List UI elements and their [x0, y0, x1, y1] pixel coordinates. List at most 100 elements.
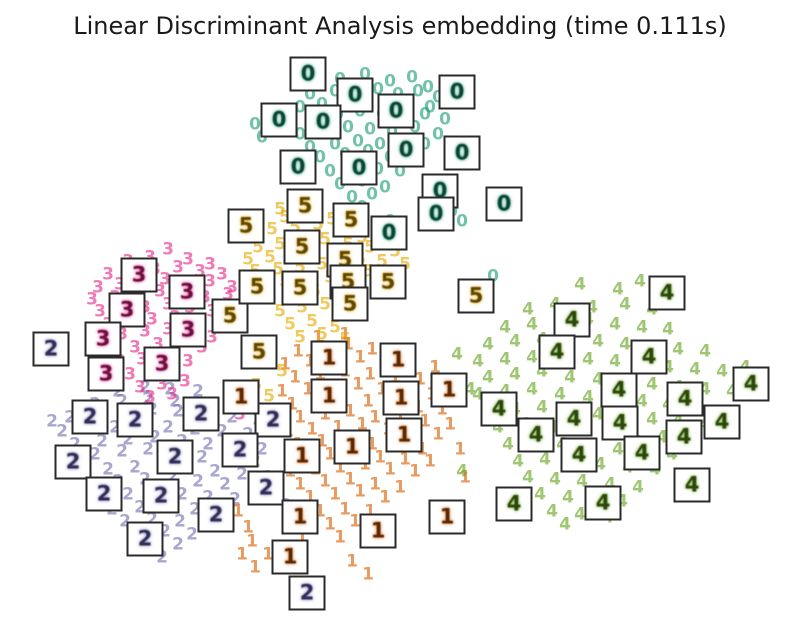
digit-glyph-5: 5	[316, 324, 328, 345]
digit-glyph-4: 4	[456, 461, 468, 482]
digit-thumbnail-box: 5	[281, 270, 319, 306]
digit-glyph-4: 4	[609, 314, 621, 335]
digit-thumbnail-glyph: 2	[258, 475, 274, 500]
digit-glyph-1: 1	[344, 401, 356, 422]
digit-thumbnail-glyph: 2	[167, 444, 183, 469]
digit-glyph-4: 4	[499, 317, 511, 338]
digit-thumbnail-box: 1	[385, 417, 423, 453]
digit-thumbnail-box: 3	[169, 312, 207, 348]
digit-glyph-3: 3	[182, 351, 194, 372]
digit-glyph-1: 1	[329, 484, 341, 505]
digit-thumbnail-glyph: 2	[153, 483, 169, 508]
digit-glyph-2: 2	[146, 509, 158, 530]
digit-glyph-1: 1	[459, 467, 471, 488]
digit-glyph-4: 4	[592, 331, 604, 352]
digit-glyph-2: 2	[142, 439, 154, 460]
digit-thumbnail-box: 4	[517, 417, 555, 453]
digit-glyph-2: 2	[219, 474, 231, 495]
digit-thumbnail-glyph: 1	[439, 504, 455, 529]
digit-thumbnail-box: 5	[283, 229, 321, 265]
digit-glyph-0: 0	[329, 134, 341, 155]
digit-glyph-0: 0	[406, 67, 418, 88]
digit-glyph-3: 3	[139, 321, 151, 342]
digit-glyph-0: 0	[352, 131, 364, 152]
digit-glyph-2: 2	[89, 444, 101, 465]
digit-glyph-3: 3	[136, 349, 148, 370]
digit-glyph-3: 3	[166, 384, 178, 405]
digit-thumbnail-box: 0	[377, 93, 415, 129]
digit-thumbnail-box: 4	[630, 339, 668, 375]
digit-glyph-3: 3	[194, 261, 206, 282]
digit-glyph-0: 0	[304, 137, 316, 158]
digit-glyph-4: 4	[502, 434, 514, 455]
digit-glyph-2: 2	[202, 434, 214, 455]
digit-glyph-4: 4	[636, 391, 648, 412]
digit-thumbnail-glyph: 3	[180, 317, 196, 342]
digit-thumbnail-box: 4	[600, 372, 638, 408]
digit-glyph-4: 4	[612, 279, 624, 300]
digit-thumbnail-box: 2	[182, 396, 220, 432]
digit-glyph-2: 2	[122, 484, 134, 505]
digit-thumbnail-box: 4	[601, 405, 639, 441]
digit-glyph-4: 4	[689, 359, 701, 380]
digit-glyph-4: 4	[451, 344, 463, 365]
digit-glyph-4: 4	[546, 501, 558, 522]
digit-glyph-0: 0	[412, 81, 424, 102]
digit-glyph-0: 0	[394, 161, 406, 182]
digit-glyph-4: 4	[559, 514, 571, 535]
digit-glyph-4: 4	[539, 449, 551, 470]
digit-glyph-1: 1	[364, 364, 376, 385]
digit-glyph-4: 4	[612, 439, 624, 460]
digit-glyph-4: 4	[472, 384, 484, 405]
digit-thumbnail-glyph: 2	[65, 449, 81, 474]
digit-thumbnail-box: 2	[254, 402, 292, 438]
digit-thumbnail-glyph: 0	[432, 178, 448, 203]
digit-glyph-1: 1	[429, 357, 441, 378]
digit-glyph-4: 4	[616, 491, 628, 512]
digit-glyph-4: 4	[662, 357, 674, 378]
digit-glyph-1: 1	[312, 327, 324, 348]
digit-glyph-4: 4	[646, 374, 658, 395]
digit-thumbnail-glyph: 3	[98, 361, 114, 386]
digit-thumbnail-glyph: 5	[292, 275, 308, 300]
digit-glyph-4: 4	[604, 474, 616, 495]
digit-thumbnail-glyph: 4	[659, 280, 675, 305]
digit-thumbnail-glyph: 1	[344, 434, 360, 459]
digit-glyph-1: 1	[366, 434, 378, 455]
digit-glyph-5: 5	[296, 297, 308, 318]
digit-glyph-4: 4	[526, 314, 538, 335]
digit-thumbnail-box: 1	[310, 378, 348, 414]
digit-glyph-2: 2	[46, 411, 58, 432]
digit-thumbnail-box: 1	[359, 513, 397, 549]
digit-thumbnail-glyph: 4	[684, 472, 700, 497]
digit-glyph-0: 0	[374, 134, 386, 155]
digit-thumbnail-box: 3	[168, 274, 206, 310]
digit-glyph-1: 1	[339, 324, 351, 345]
digit-glyph-4: 4	[646, 409, 658, 430]
digit-thumbnail-glyph: 4	[571, 442, 587, 467]
digit-glyph-1: 1	[324, 444, 336, 465]
digit-glyph-2: 2	[96, 431, 108, 452]
digit-glyph-4: 4	[482, 367, 494, 388]
digit-thumbnail-glyph: 5	[342, 291, 358, 316]
digit-thumbnail-box: 4	[560, 437, 598, 473]
digit-thumbnail-box: 4	[623, 435, 661, 471]
digit-thumbnail-box: 5	[240, 334, 278, 370]
digit-glyph-1: 1	[316, 431, 328, 452]
digit-glyph-1: 1	[399, 449, 411, 470]
digit-glyph-1: 1	[362, 564, 374, 585]
digit-glyph-2: 2	[216, 421, 228, 442]
digit-thumbnail-box: 2	[288, 575, 326, 611]
digit-glyph-1: 1	[369, 407, 381, 428]
digit-glyph-5: 5	[326, 211, 338, 229]
digit-glyph-5: 5	[316, 254, 328, 275]
digit-glyph-2: 2	[166, 467, 178, 488]
digit-glyph-2: 2	[169, 391, 181, 412]
digit-thumbnail-box: 2	[71, 399, 109, 435]
digit-thumbnail-box: 5	[369, 264, 407, 300]
digit-glyph-1: 1	[354, 481, 366, 502]
digit-glyph-1: 1	[246, 531, 258, 552]
digit-thumbnail-box: 2	[156, 439, 194, 475]
digit-glyph-5: 5	[279, 207, 291, 228]
digit-thumbnail-glyph: 3	[131, 262, 147, 287]
